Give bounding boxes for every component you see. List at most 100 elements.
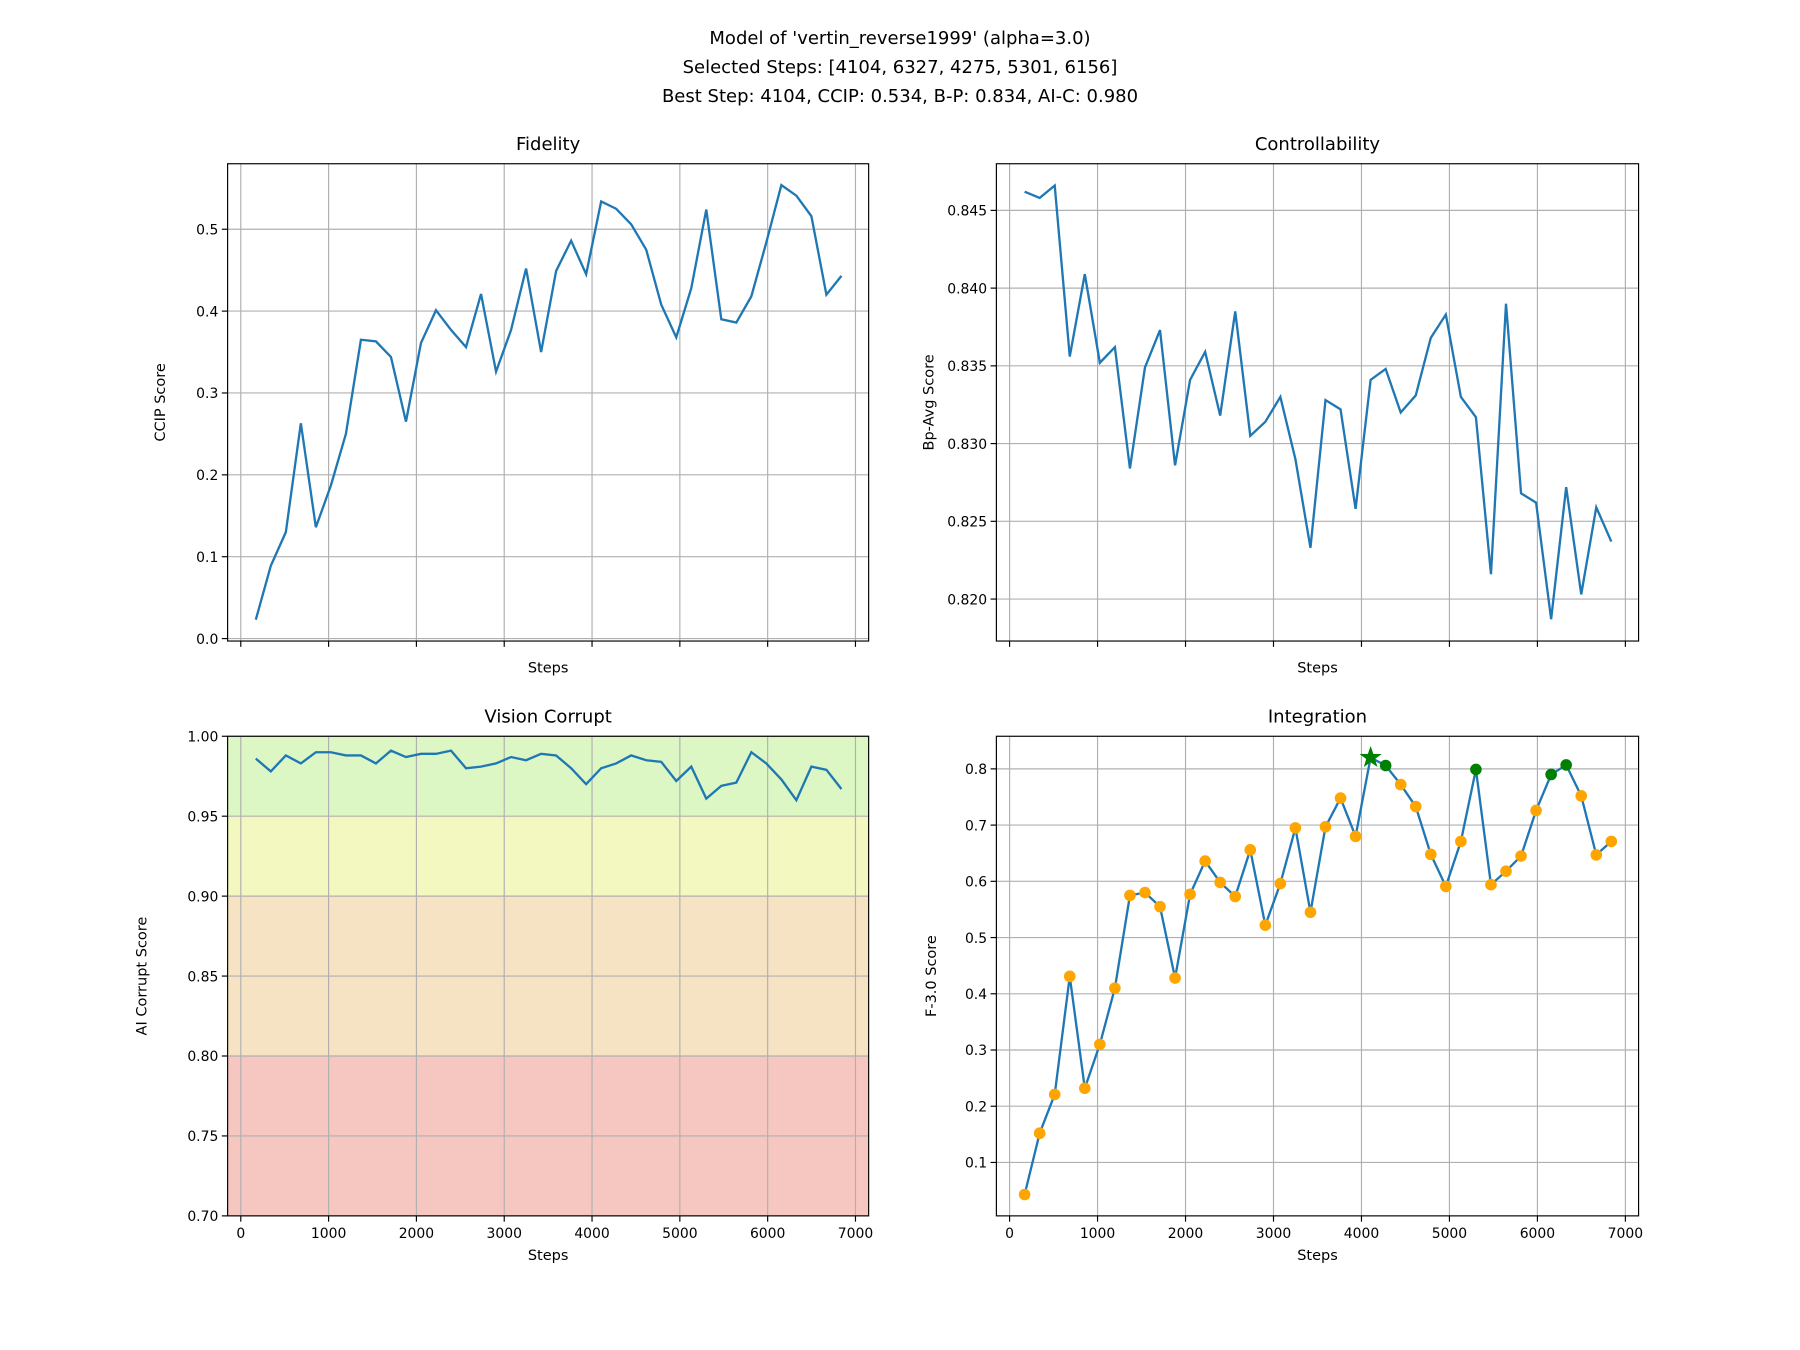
- y-tick-label: 0.0: [196, 632, 218, 648]
- x-tick-label: 7000: [1608, 1226, 1643, 1242]
- y-tick-label: 0.80: [187, 1049, 218, 1065]
- data-point: [1244, 844, 1257, 856]
- data-point: [1139, 886, 1151, 899]
- x-tick-label: 6000: [750, 1226, 785, 1242]
- data-point: [1033, 1127, 1046, 1140]
- series-line: [254, 183, 843, 621]
- y-tick-label: 0.5: [196, 222, 218, 238]
- x-tick-label: 0: [236, 1226, 245, 1242]
- data-point: [1485, 878, 1497, 891]
- data-point: [1229, 890, 1242, 903]
- y-tick-label: 1.00: [187, 729, 218, 745]
- data-point: [1319, 820, 1332, 833]
- y-tick-label: 0.95: [187, 809, 218, 825]
- y-tick-label: 0.820: [947, 592, 987, 608]
- data-point: [1048, 1088, 1061, 1101]
- selected-point: [1470, 763, 1482, 776]
- data-point: [1334, 792, 1347, 804]
- y-tick-label: 0.4: [196, 304, 218, 320]
- selected-point: [1379, 759, 1392, 772]
- data-point: [1424, 848, 1437, 861]
- y-tick-label: 0.1: [965, 1156, 987, 1172]
- y-tick-label: 0.7: [965, 818, 987, 834]
- y-tick-label: 0.825: [947, 515, 987, 531]
- data-point: [1515, 850, 1527, 862]
- series-line: [255, 749, 843, 803]
- data-point: [1274, 877, 1287, 890]
- subplot-controllability: 0.820 0.825 0.830 0.835 0.840 0.845 Controllab…: [922, 134, 1640, 676]
- data-point: [1259, 919, 1272, 931]
- subplot-fidelity: 0.0 0.1 0.2 0.3 0.4 0.5 Fidelity Steps CCIP Scor…: [153, 134, 870, 676]
- series-line: [1023, 755, 1613, 1195]
- data-point: [1530, 804, 1542, 817]
- y-tick-label: 0.75: [187, 1129, 218, 1145]
- selected-point: [1545, 768, 1557, 781]
- x-tick-label: 3000: [1256, 1226, 1291, 1242]
- data-point: [1199, 855, 1211, 867]
- y-tick-label: 0.2: [965, 1099, 987, 1115]
- subplot-integration: 0 1000 2000 3000 4000 5000 6000 7000 0.1 0.2 0.3 0.…: [924, 706, 1643, 1264]
- x-tick-label: 2000: [1168, 1226, 1203, 1242]
- data-point: [1154, 900, 1166, 913]
- x-axis-label: Steps: [528, 660, 569, 676]
- data-point: [1440, 880, 1452, 893]
- subplot-title: Controllability: [1255, 134, 1381, 155]
- y-tick-label: 0.1: [196, 550, 218, 566]
- axes-frame: [227, 163, 870, 642]
- data-point: [1590, 849, 1603, 861]
- data-point: [1289, 822, 1302, 834]
- axes-frame: [995, 735, 1640, 1217]
- y-axis-label: CCIP Score: [153, 363, 169, 442]
- y-tick-label: 0.8: [965, 762, 987, 778]
- axes-frame: [995, 163, 1640, 642]
- data-point: [1078, 1082, 1091, 1095]
- y-axis-label: AI Corrupt Score: [134, 917, 150, 1036]
- y-tick-label: 0.845: [947, 204, 987, 220]
- x-tick-label: 5000: [1432, 1226, 1467, 1242]
- y-tick-label: 0.840: [947, 281, 987, 297]
- y-tick-label: 0.835: [947, 359, 987, 375]
- y-tick-label: 0.830: [947, 437, 987, 453]
- data-point: [1124, 889, 1136, 902]
- axes-frame: [227, 735, 870, 1217]
- y-tick-label: 0.2: [196, 468, 218, 484]
- data-point: [1184, 888, 1196, 901]
- x-tick-label: 3000: [487, 1226, 522, 1242]
- y-axis-label: F-3.0 Score: [924, 935, 940, 1017]
- data-point: [1409, 800, 1422, 813]
- y-tick-label: 0.6: [965, 875, 987, 891]
- best-step-star: [1359, 746, 1382, 768]
- x-axis-label: Steps: [528, 1248, 569, 1264]
- selected-point: [1560, 759, 1572, 771]
- data-point: [1500, 865, 1512, 878]
- data-point: [1605, 835, 1618, 848]
- y-tick-label: 0.85: [187, 969, 218, 985]
- suptitle-line-2: Selected Steps: [4104, 6327, 4275, 5301,…: [683, 57, 1118, 78]
- data-point: [1575, 790, 1588, 802]
- y-tick-label: 0.5: [965, 931, 987, 947]
- y-tick-label: 0.70: [187, 1209, 218, 1225]
- y-tick-label: 0.3: [196, 386, 218, 402]
- suptitle-line-3: Best Step: 4104, CCIP: 0.534, B-P: 0.834…: [662, 86, 1138, 107]
- x-tick-label: 6000: [1520, 1226, 1555, 1242]
- data-point: [1455, 835, 1467, 848]
- x-tick-label: 1000: [311, 1226, 346, 1242]
- data-point: [1304, 906, 1317, 919]
- x-tick-label: 2000: [399, 1226, 434, 1242]
- data-point: [1349, 830, 1362, 843]
- y-axis-label: Bp-Avg Score: [922, 354, 938, 450]
- y-tick-label: 0.4: [965, 987, 987, 1003]
- series-line: [1024, 183, 1613, 620]
- x-axis-label: Steps: [1297, 660, 1338, 676]
- data-point: [1214, 876, 1226, 889]
- data-point: [1169, 972, 1181, 984]
- x-tick-label: 5000: [662, 1226, 697, 1242]
- data-point: [1063, 970, 1076, 983]
- y-tick-label: 0.90: [187, 889, 218, 905]
- data-point: [1018, 1188, 1031, 1201]
- x-axis-label: Steps: [1297, 1248, 1338, 1264]
- subplot-title: Vision Corrupt: [484, 706, 611, 727]
- band-good: [227, 736, 869, 817]
- data-point: [1109, 982, 1121, 994]
